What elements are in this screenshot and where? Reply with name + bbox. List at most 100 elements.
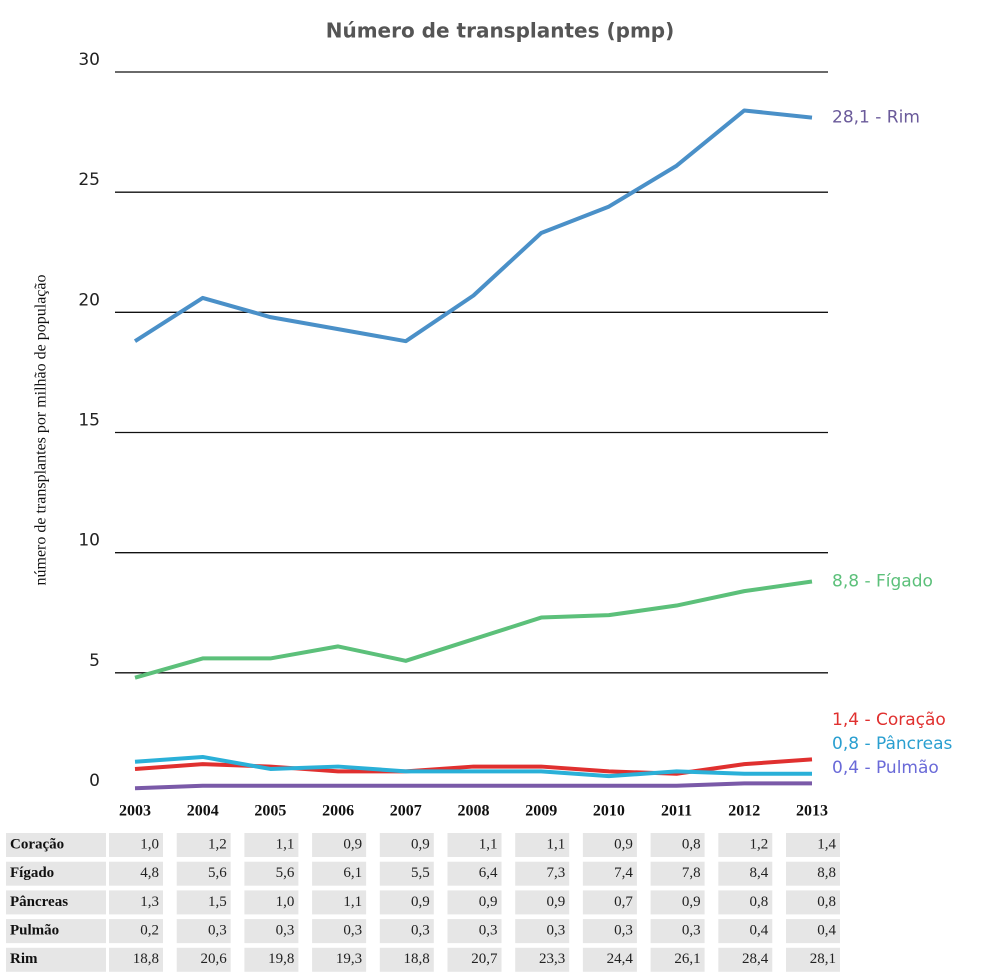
table-cell: 0,9 (546, 894, 565, 910)
table-cell: 1,5 (208, 894, 227, 910)
table-cell-bg (447, 890, 502, 915)
y-axis-label: número de transplantes por milhão de pop… (33, 274, 50, 585)
table-cell-bg (786, 919, 840, 944)
end-label: 1,4 - Coração (832, 710, 946, 730)
y-tick-label: 15 (78, 411, 100, 431)
table-row-header: Fígado (10, 865, 54, 881)
table-cell: 28,1 (810, 951, 836, 967)
table-cell: 20,6 (200, 951, 227, 967)
table-row-header: Pâncreas (10, 894, 68, 910)
table-cell: 0,9 (614, 836, 633, 852)
table-cell: 0,3 (614, 923, 633, 939)
x-tick-label: 2006 (322, 803, 354, 820)
table-cell-bg (176, 833, 231, 857)
table-cell: 0,4 (750, 923, 769, 939)
table-cell-bg (109, 947, 163, 972)
table-cell: 8,8 (817, 865, 836, 881)
x-tick-label: 2011 (661, 803, 692, 820)
table-cell-bg (786, 890, 840, 915)
table-cell-bg (515, 890, 570, 915)
table-cell-bg (244, 919, 299, 944)
series-line (134, 754, 812, 779)
table-cell: 0,3 (682, 923, 701, 939)
table-cell-bg (447, 861, 502, 886)
table-cell: 5,5 (411, 865, 430, 881)
table-cell: 0,3 (208, 923, 227, 939)
table-cell: 7,8 (682, 865, 701, 881)
table-cell: 0,2 (140, 923, 159, 939)
table-cell-bg (312, 919, 367, 944)
table-cell-bg (379, 861, 434, 886)
table-cell: 5,6 (208, 865, 227, 881)
table-cell-bg (109, 890, 163, 915)
table-cell-bg (244, 833, 299, 857)
table-cell: 28,4 (742, 951, 769, 967)
table-cell: 1,3 (140, 894, 159, 910)
table-cell: 23,3 (539, 951, 565, 967)
y-tick-label: 10 (78, 531, 100, 551)
x-tick-label: 2008 (458, 803, 490, 820)
table-cell-bg (379, 890, 434, 915)
table-cell-bg (650, 947, 705, 972)
table-cell-bg (650, 861, 705, 886)
table-cell-bg (718, 890, 773, 915)
x-tick-label: 2012 (728, 803, 760, 820)
table-cell-bg (650, 890, 705, 915)
table-cell-bg (312, 833, 367, 857)
table-cell: 1,1 (343, 894, 362, 910)
table-cell: 0,9 (411, 836, 430, 852)
table-cell: 24,4 (607, 951, 634, 967)
series-line (133, 108, 813, 344)
table-cell: 0,3 (411, 923, 430, 939)
table-cell-bg (176, 947, 231, 972)
end-label: 28,1 - Rim (832, 108, 920, 128)
table-cell: 6,1 (343, 865, 362, 881)
table-cell-bg (582, 833, 637, 857)
table-cell: 0,3 (479, 923, 498, 939)
end-label: 0,4 - Pulmão (832, 758, 939, 778)
table-cell: 1,1 (546, 836, 565, 852)
table-cell: 8,4 (750, 865, 769, 881)
table-cell-bg (718, 861, 773, 886)
table-cell: 0,8 (750, 894, 769, 910)
table-cell-bg (109, 833, 163, 857)
table-cell-bg (312, 890, 367, 915)
table-cell-bg (312, 861, 367, 886)
table-cell: 0,3 (343, 923, 362, 939)
table-cell: 1,1 (276, 836, 295, 852)
x-tick-label: 2003 (119, 803, 151, 820)
x-tick-label: 2013 (796, 803, 828, 820)
table-cell-bg (786, 833, 840, 857)
table-cell-bg (515, 861, 570, 886)
table-cell: 1,1 (479, 836, 498, 852)
table-cell: 0,4 (817, 923, 836, 939)
table-cell: 19,3 (336, 951, 362, 967)
table-cell: 1,2 (750, 836, 769, 852)
table-cell: 5,6 (276, 865, 295, 881)
table-cell: 0,9 (411, 894, 430, 910)
table-cell-bg (379, 833, 434, 857)
table-cell-bg (379, 947, 434, 972)
table-cell: 0,8 (817, 894, 836, 910)
table-cell-bg (176, 861, 231, 886)
table-cell: 1,2 (208, 836, 227, 852)
end-label: 0,8 - Pâncreas (832, 734, 952, 754)
table-cell-bg (582, 890, 637, 915)
y-tick-label: 25 (78, 170, 100, 190)
table-row-header-bg (6, 947, 106, 972)
end-label: 8,8 - Fígado (832, 572, 933, 592)
table-cell-bg (718, 947, 773, 972)
table-row-header-bg (6, 833, 106, 857)
table-cell: 0,7 (614, 894, 633, 910)
table-cell-bg (582, 919, 637, 944)
table-cell-bg (447, 833, 502, 857)
table-cell: 20,7 (471, 951, 498, 967)
table-cell-bg (515, 947, 570, 972)
table-cell: 0,3 (546, 923, 565, 939)
table-cell-bg (650, 919, 705, 944)
y-tick-label: 5 (89, 651, 100, 671)
table-cell-bg (718, 833, 773, 857)
table-cell-bg (312, 947, 367, 972)
table-cell-bg (447, 947, 502, 972)
table-cell-bg (515, 919, 570, 944)
